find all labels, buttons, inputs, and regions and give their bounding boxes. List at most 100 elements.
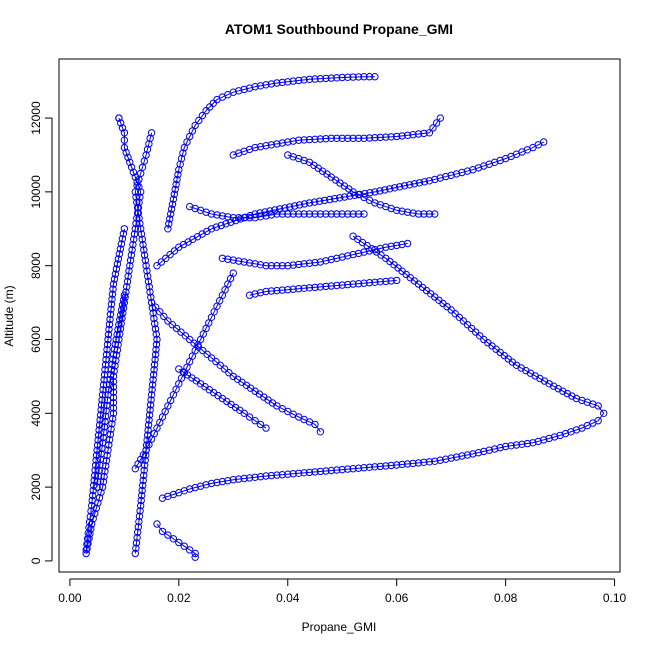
data-point (278, 139, 286, 147)
data-point (168, 200, 177, 208)
data-point (224, 477, 232, 485)
data-point (162, 254, 170, 262)
data-point (360, 279, 368, 287)
series-11 (93, 291, 129, 491)
data-point (467, 324, 476, 333)
data-point (267, 211, 276, 219)
data-point (354, 249, 363, 258)
data-point (143, 431, 152, 439)
data-point (572, 394, 581, 403)
data-point (96, 461, 104, 469)
data-point (104, 335, 112, 344)
data-point (125, 267, 133, 275)
data-point (295, 260, 303, 269)
data-point (130, 235, 138, 244)
data-point (195, 116, 203, 125)
x-tick-label: 0.02 (167, 591, 191, 605)
data-point (480, 447, 488, 456)
data-point (344, 73, 352, 82)
y-tick-label: 10000 (29, 175, 43, 209)
data-point (100, 423, 109, 431)
data-point (344, 465, 352, 473)
data-point (105, 381, 114, 389)
data-point (376, 244, 384, 253)
data-point (164, 317, 172, 325)
data-point (316, 467, 325, 476)
data-point (463, 451, 472, 459)
data-point (107, 365, 116, 374)
data-point (127, 163, 136, 172)
data-point (235, 87, 243, 95)
data-point (305, 75, 314, 84)
data-point (109, 409, 118, 417)
data-point (386, 185, 394, 193)
data-point (142, 262, 150, 270)
data-point (403, 460, 412, 468)
data-point (398, 207, 406, 215)
data-point (117, 119, 125, 127)
data-point (305, 259, 314, 267)
data-point (472, 328, 480, 336)
y-tick-label: 2000 (29, 473, 43, 500)
data-point (149, 309, 157, 317)
data-point (107, 370, 115, 379)
data-point (273, 210, 281, 218)
data-point (540, 436, 548, 444)
series-line (151, 302, 321, 433)
data-point (144, 272, 152, 280)
data-point (496, 444, 504, 452)
data-point (84, 529, 93, 537)
x-axis-label: Propane_GMI (302, 620, 377, 634)
data-point (360, 73, 368, 81)
data-point (103, 340, 112, 349)
y-axis-label: Altitude (m) (2, 285, 16, 346)
data-point (111, 270, 120, 278)
data-point (349, 210, 357, 218)
data-point (240, 85, 248, 94)
data-point (149, 376, 157, 384)
data-point (175, 166, 183, 174)
data-point (452, 170, 461, 178)
data-point (365, 73, 374, 81)
data-point (87, 507, 95, 515)
data-point (114, 325, 122, 334)
data-point (305, 135, 314, 144)
data-point (400, 182, 409, 190)
data-point (117, 306, 126, 314)
data-point (382, 277, 390, 286)
data-point (92, 456, 100, 464)
data-point (550, 433, 559, 441)
data-point (240, 214, 248, 222)
data-point (371, 73, 379, 81)
data-point (327, 255, 335, 264)
data-point (507, 442, 515, 450)
data-point (136, 507, 144, 515)
data-point (104, 391, 112, 399)
series-1 (131, 129, 161, 558)
data-point (100, 428, 108, 436)
data-point (82, 546, 90, 554)
data-point (387, 277, 395, 285)
data-point (550, 382, 558, 390)
data-point (147, 293, 155, 301)
data-point (583, 398, 591, 406)
data-point (109, 404, 118, 412)
data-point (133, 533, 141, 542)
data-point (176, 160, 184, 168)
data-point (93, 446, 101, 454)
data-point (203, 350, 211, 358)
data-point (235, 214, 243, 222)
data-point (164, 225, 172, 233)
data-point (126, 256, 135, 265)
data-point (218, 477, 227, 486)
data-point (101, 467, 109, 475)
series-9 (186, 202, 368, 222)
data-point (436, 174, 444, 182)
data-point (403, 131, 412, 140)
data-point (563, 389, 571, 398)
data-point (160, 312, 168, 321)
data-point (229, 214, 238, 222)
data-point (316, 75, 325, 83)
data-point (403, 239, 412, 248)
data-point (262, 81, 270, 89)
